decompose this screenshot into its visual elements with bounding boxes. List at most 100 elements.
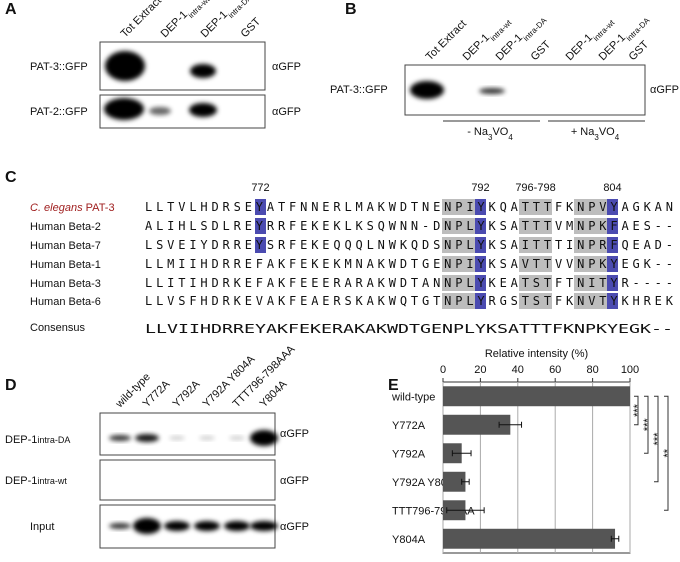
text-part: intra-DA <box>624 15 652 43</box>
bar <box>443 386 630 407</box>
chart-title: Relative intensity (%) <box>485 348 588 360</box>
text-part: intra-DA <box>521 15 549 43</box>
text-part: 4 <box>508 133 513 142</box>
row-label: PAT-3::GFP <box>30 61 88 73</box>
blot-band <box>133 518 161 534</box>
blot-band <box>109 523 131 529</box>
sequence: LLVSFHDRKEVAKFEAERSKAKWQTGTNPLYRGSTSTFKN… <box>145 294 674 308</box>
row-label: Human Beta-2 <box>30 221 101 233</box>
align-highlight <box>464 218 475 234</box>
align-highlight <box>475 293 486 309</box>
position-label: 792 <box>471 182 489 194</box>
align-highlight <box>453 275 464 291</box>
align-highlight <box>541 218 552 234</box>
align-highlight <box>574 293 585 309</box>
blot-band <box>169 436 185 440</box>
align-highlight <box>464 256 475 272</box>
x-tick-label: 60 <box>549 364 561 376</box>
sequence: LLTVLHDRSEYATFNNERLMAKWDTNENPIYKQATTTFKN… <box>145 200 673 214</box>
align-highlight <box>607 237 618 253</box>
text-part: C. elegans <box>30 202 83 214</box>
align-highlight <box>453 293 464 309</box>
align-highlight <box>585 256 596 272</box>
align-highlight <box>596 199 607 215</box>
align-highlight <box>574 199 585 215</box>
text-part: DEP-1 <box>5 434 37 446</box>
text-part: 3 <box>594 133 599 142</box>
row-label: Consensus <box>30 322 86 334</box>
align-highlight <box>464 237 475 253</box>
align-highlight <box>530 199 541 215</box>
blot-band <box>189 103 217 117</box>
blot-band <box>224 521 250 531</box>
bar <box>443 528 616 549</box>
text-part: PAT-3::GFP <box>330 84 388 96</box>
text-part: + Na <box>571 126 595 138</box>
align-highlight <box>607 256 618 272</box>
text-part: Human Beta-3 <box>30 278 101 290</box>
align-highlight <box>607 275 618 291</box>
blot-band <box>199 436 215 440</box>
sig-bracket <box>644 395 649 454</box>
antibody-label: αGFP <box>272 61 301 73</box>
row-label: DEP-1intra-wt <box>5 475 67 487</box>
row-label: C. elegans PAT-3 <box>30 202 115 214</box>
panel-letter: B <box>345 1 357 18</box>
align-highlight <box>255 237 266 253</box>
x-tick-label: 40 <box>512 364 524 376</box>
align-highlight <box>607 218 618 234</box>
sequence: LLMIIHDRREFAKFEKEKMNAKWDTGENPIYKSAVTTVVN… <box>145 257 673 271</box>
align-highlight <box>530 275 541 291</box>
sig-label: *** <box>642 418 654 432</box>
align-highlight <box>475 237 486 253</box>
position-label: 772 <box>251 182 269 194</box>
align-highlight <box>464 275 475 291</box>
text-part: GST <box>529 38 554 63</box>
align-highlight <box>574 275 585 291</box>
align-highlight <box>464 199 475 215</box>
align-highlight <box>519 199 530 215</box>
treatment-label: + Na3VO4 <box>571 126 620 142</box>
align-highlight <box>541 275 552 291</box>
x-tick-label: 20 <box>474 364 486 376</box>
align-highlight <box>475 218 486 234</box>
align-highlight <box>585 237 596 253</box>
text-part: PAT-2::GFP <box>30 106 88 118</box>
treatment-label: - Na3VO4 <box>467 126 513 142</box>
antibody-label: αGFP <box>650 84 679 96</box>
position-label: 804 <box>603 182 621 194</box>
lane-label: Y792A <box>171 378 203 410</box>
blot-band <box>190 64 216 78</box>
align-highlight <box>596 275 607 291</box>
align-highlight <box>453 256 464 272</box>
position-label: 796-798 <box>515 182 555 194</box>
text-part: intra-wt <box>186 0 211 20</box>
align-highlight <box>530 218 541 234</box>
align-highlight <box>519 237 530 253</box>
align-highlight <box>596 218 607 234</box>
blot-band <box>250 430 278 446</box>
align-highlight <box>519 218 530 234</box>
consensus: LLVIIHDRREYAKFEKERAKAKWDTGENPLYKSATTTFKN… <box>145 322 673 336</box>
sig-label: ** <box>662 448 674 457</box>
text-part: 3 <box>488 133 493 142</box>
align-highlight <box>574 218 585 234</box>
align-highlight <box>585 275 596 291</box>
align-highlight <box>519 293 530 309</box>
align-highlight <box>453 199 464 215</box>
align-highlight <box>585 218 596 234</box>
row-label: PAT-2::GFP <box>30 106 88 118</box>
row-label: Input <box>30 521 54 533</box>
align-highlight <box>530 237 541 253</box>
align-highlight <box>607 199 618 215</box>
blot-band <box>250 521 278 531</box>
panel-letter: E <box>388 377 399 394</box>
text-part: Human Beta-7 <box>30 240 101 252</box>
y-tick-label: wild-type <box>391 391 435 403</box>
sig-bracket <box>634 395 639 426</box>
y-tick-label: Y772A <box>392 420 426 432</box>
text-part: Human Beta-6 <box>30 296 101 308</box>
text-part: GST <box>239 15 264 40</box>
align-highlight <box>530 293 541 309</box>
antibody-label: αGFP <box>280 475 309 487</box>
